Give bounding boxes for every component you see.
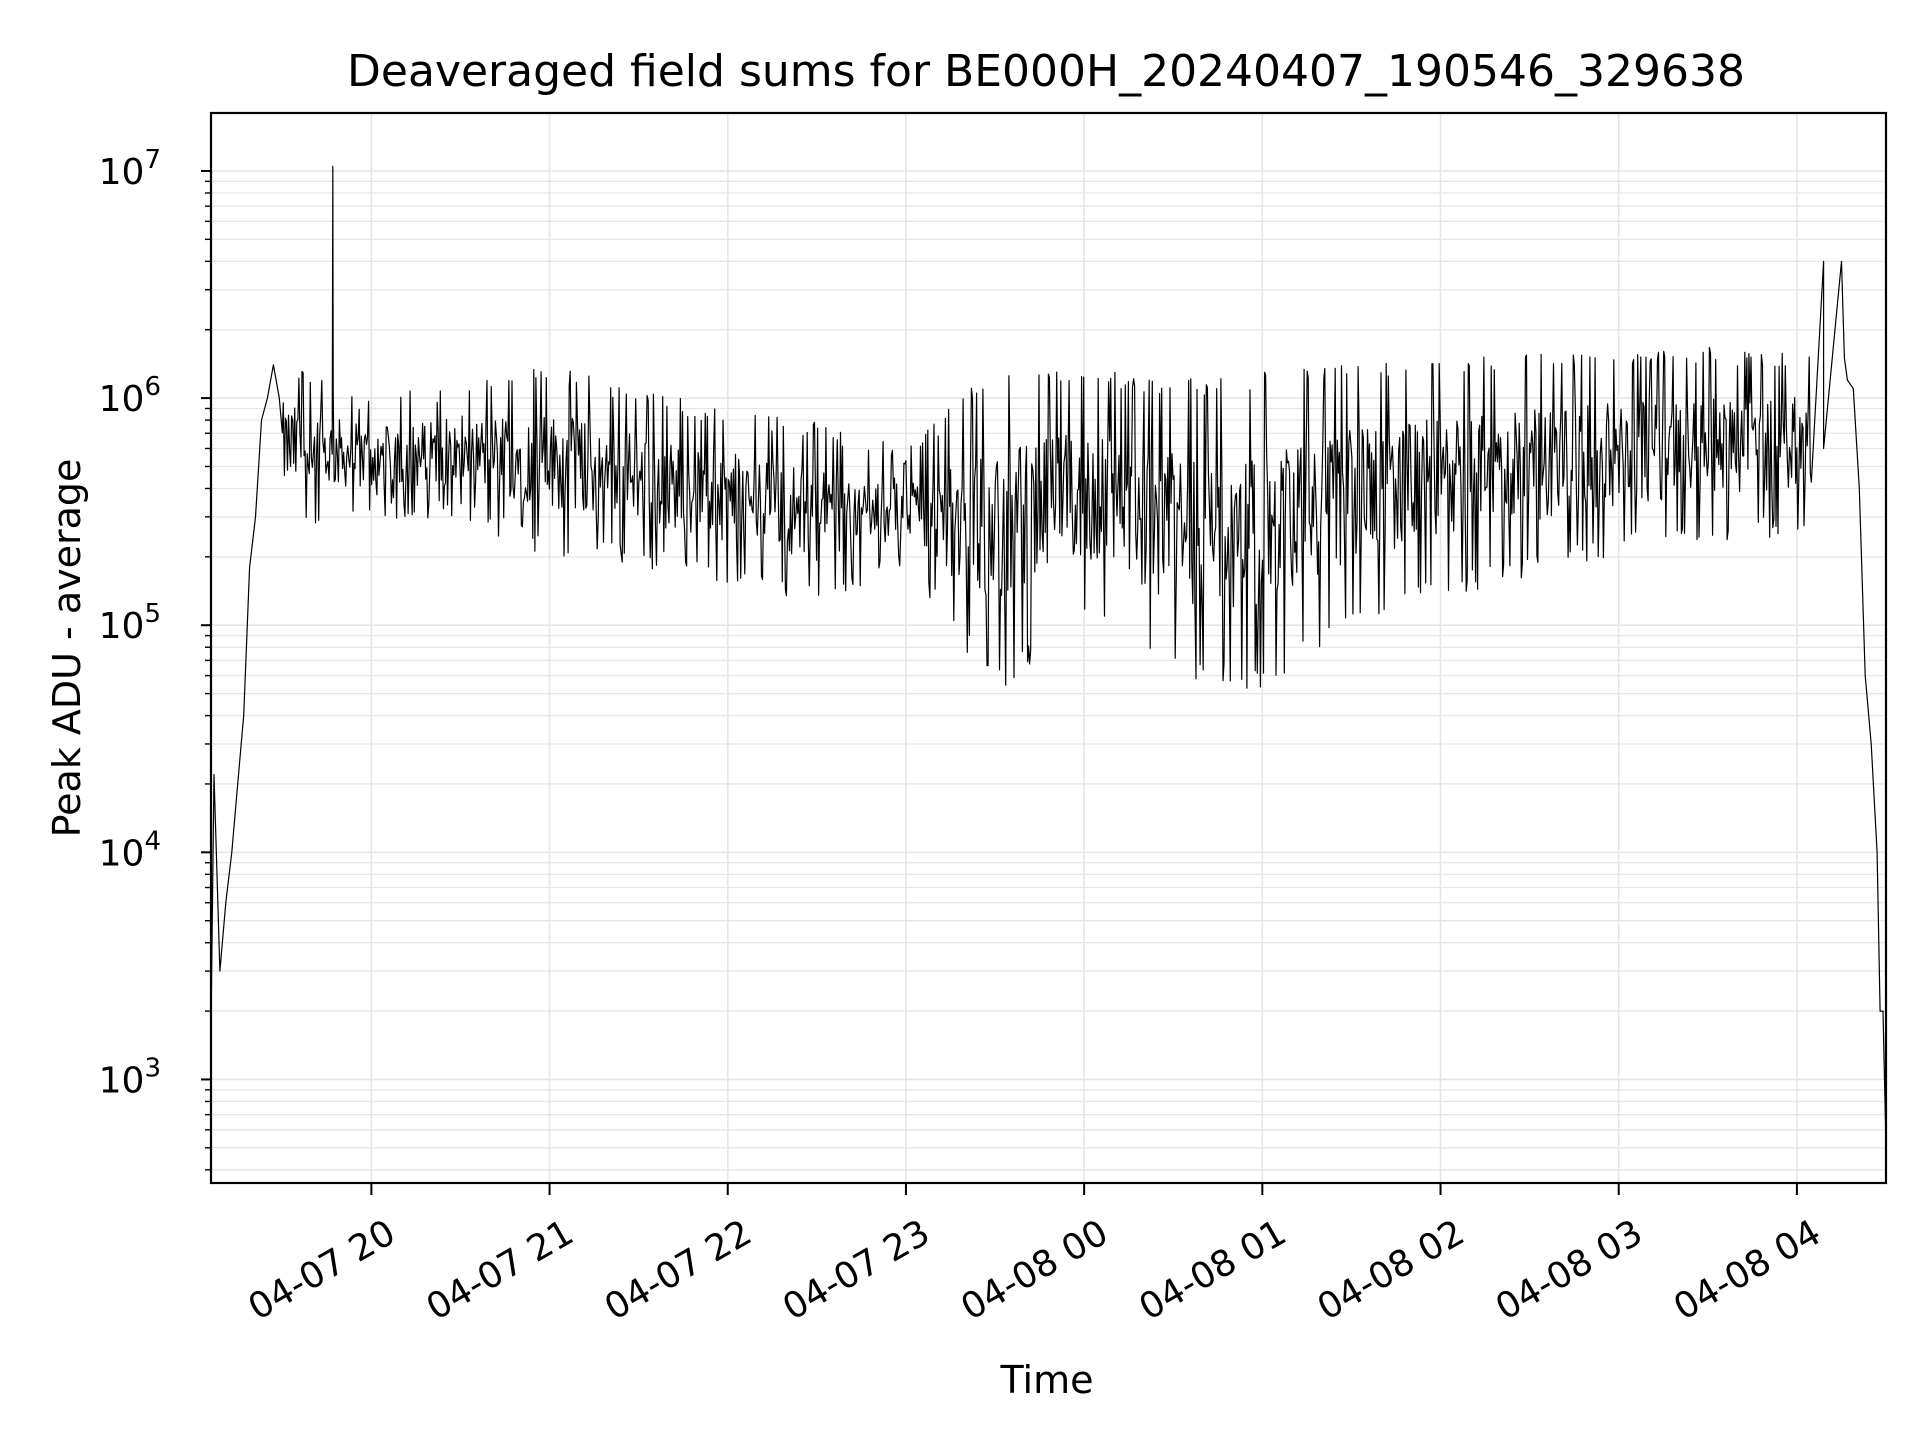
grid [211, 113, 1886, 1183]
x-tick-label: 04-07 23 [776, 1212, 937, 1328]
y-axis: 103 104 105 106 107 [99, 145, 211, 1171]
x-tick-label: 04-08 01 [1133, 1212, 1294, 1328]
y-tick-label: 105 [99, 599, 161, 647]
y-tick-label: 104 [99, 826, 161, 874]
y-tick-label: 107 [99, 145, 161, 193]
x-tick-label: 04-07 22 [598, 1212, 759, 1328]
x-axis: 04-07 20 04-07 21 04-07 22 04-07 23 04-08 00… [242, 1183, 1828, 1329]
chart-title: Deaveraged field sums for BE000H_2024040… [347, 46, 1745, 97]
x-tick-label: 04-07 21 [420, 1212, 581, 1328]
x-tick-label: 04-08 04 [1667, 1212, 1828, 1328]
x-tick-label: 04-08 02 [1311, 1212, 1472, 1328]
x-tick-label: 04-08 00 [954, 1212, 1115, 1328]
y-tick-label: 106 [99, 372, 161, 420]
x-axis-label: Time [1000, 1358, 1094, 1402]
series-line [210, 165, 1887, 1148]
x-tick-label: 04-07 20 [242, 1212, 403, 1328]
series-layer [210, 165, 1887, 1148]
plot-frame [209, 111, 1888, 1185]
y-axis-label: Peak ADU - average [45, 459, 89, 838]
y-tick-label: 103 [99, 1053, 161, 1101]
x-tick-label: 04-08 03 [1489, 1212, 1650, 1328]
